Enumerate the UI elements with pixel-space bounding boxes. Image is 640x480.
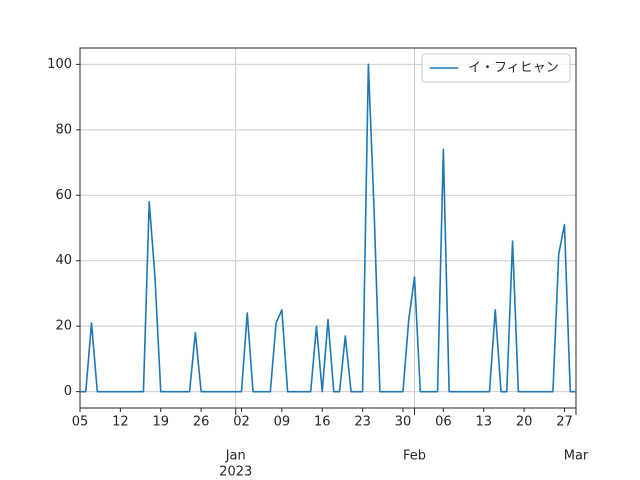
x-year-label: 2023 bbox=[219, 465, 252, 480]
legend-box bbox=[421, 53, 571, 83]
x-tick-label: Feb bbox=[403, 449, 426, 464]
x-tick-label: 09 bbox=[274, 415, 291, 430]
y-tick-label: 20 bbox=[55, 319, 72, 334]
plot-frame bbox=[79, 47, 577, 409]
x-tick-label: Mar bbox=[564, 449, 589, 464]
x-tick-label: 26 bbox=[193, 415, 210, 430]
x-tick-label: Jan bbox=[225, 449, 246, 464]
x-tick-label: 02 bbox=[233, 415, 250, 430]
y-tick-label: 0 bbox=[64, 384, 72, 399]
legend-label: イ・フィヒャン bbox=[468, 61, 559, 76]
x-tick-label: 05 bbox=[72, 415, 89, 430]
x-tick-label: 16 bbox=[314, 415, 331, 430]
legend: イ・フィヒャン bbox=[421, 53, 571, 83]
x-tick-label: 19 bbox=[152, 415, 169, 430]
x-tick-label: 20 bbox=[516, 415, 533, 430]
x-tick-label: 12 bbox=[112, 415, 129, 430]
y-tick-label: 80 bbox=[55, 122, 72, 137]
y-tick-label: 60 bbox=[55, 188, 72, 203]
x-tick-label: 06 bbox=[435, 415, 452, 430]
series-line bbox=[80, 63, 576, 393]
x-tick-label: 27 bbox=[556, 415, 573, 430]
x-tick-label: 30 bbox=[395, 415, 412, 430]
x-tick-label: 23 bbox=[354, 415, 371, 430]
y-tick-label: 100 bbox=[47, 57, 72, 72]
y-tick-label: 40 bbox=[55, 253, 72, 268]
x-tick-label: 13 bbox=[475, 415, 492, 430]
